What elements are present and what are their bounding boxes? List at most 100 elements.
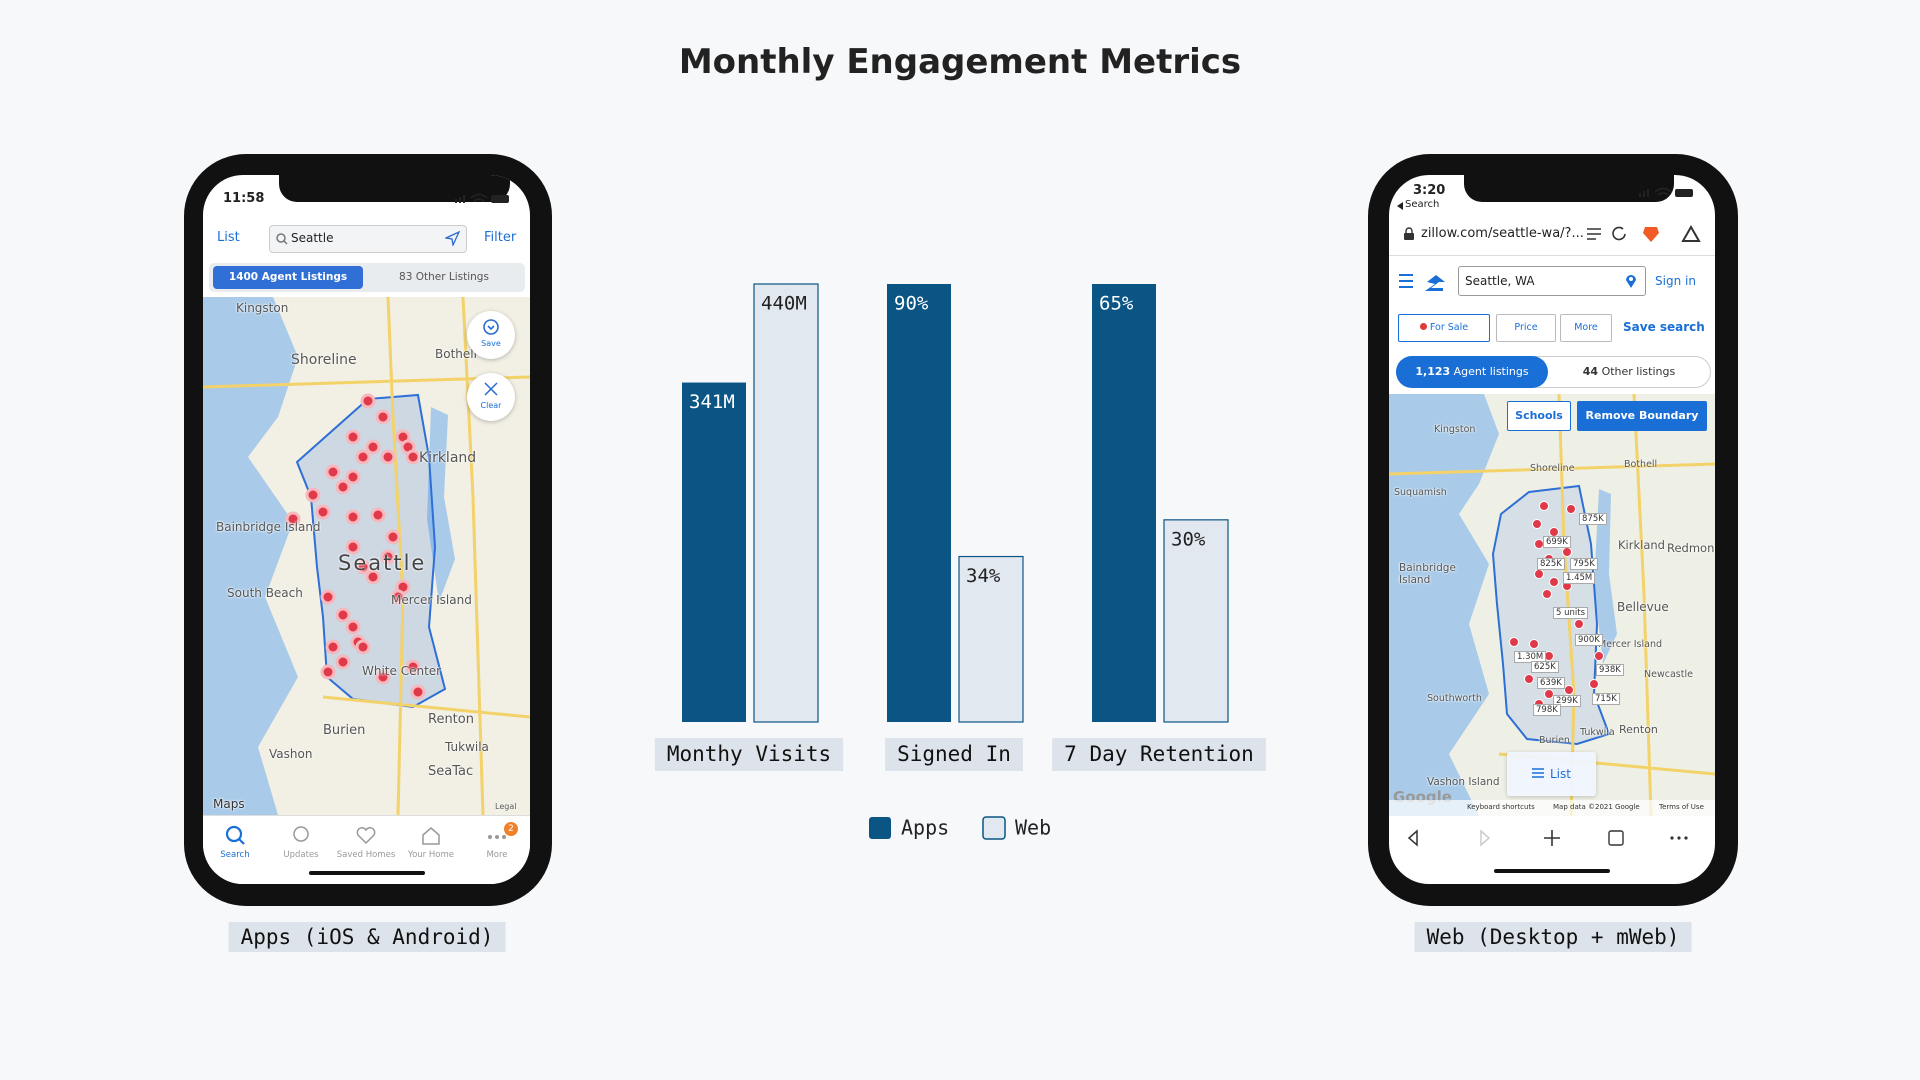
clear-button[interactable]: Clear	[467, 373, 515, 421]
listing-dot	[335, 654, 351, 670]
x-tick-label: Signed In	[897, 742, 1011, 766]
listing-dot	[345, 429, 361, 445]
listing-dot	[285, 511, 301, 527]
schools-button[interactable]: Schools	[1507, 401, 1571, 431]
listing-dot	[405, 659, 421, 675]
bar	[1163, 519, 1229, 723]
listing-dot	[305, 487, 321, 503]
map-label: Bothell	[435, 347, 477, 361]
map-label: Mercer Island	[391, 593, 472, 607]
search-box[interactable]: Seattle	[269, 225, 467, 253]
listing-dot	[1574, 619, 1584, 629]
price-tag[interactable]: 1.45M	[1563, 572, 1596, 584]
price-tag[interactable]: 699K	[1543, 536, 1571, 548]
tab-label[interactable]: Your Home	[408, 850, 454, 860]
tab-active[interactable]: 1,123 Agent listings	[1396, 356, 1548, 388]
tab-active[interactable]: 1400 Agent Listings	[213, 266, 363, 289]
status-icons	[455, 193, 509, 203]
listing-dot	[1532, 519, 1542, 529]
map-label: Tukwila	[1580, 727, 1615, 738]
listing-dot	[1564, 685, 1574, 695]
search-icon	[276, 233, 288, 245]
listing-dot	[1544, 689, 1554, 699]
price-tag[interactable]: 875K	[1579, 513, 1607, 525]
listing-dot	[1539, 501, 1549, 511]
map-label: Kirkland	[419, 450, 477, 466]
filter-for-sale[interactable]: For Sale	[1398, 314, 1490, 342]
price-tag[interactable]: 625K	[1531, 661, 1559, 673]
price-tag[interactable]: 900K	[1575, 634, 1603, 646]
bar	[1092, 284, 1156, 722]
listing-dot	[345, 619, 361, 635]
save-label: Save	[481, 339, 501, 348]
filter-more[interactable]: More	[1560, 314, 1612, 342]
listing-dot	[380, 449, 396, 465]
tab[interactable]: 83 Other Listings	[399, 271, 489, 283]
sign-in[interactable]: Sign in	[1655, 274, 1696, 288]
url[interactable]: zillow.com/seattle-wa/?...	[1421, 226, 1584, 241]
filter-price[interactable]: Price	[1496, 314, 1556, 342]
listing-dot	[410, 684, 426, 700]
listing-dot	[375, 409, 391, 425]
tab-label[interactable]: Saved Homes	[336, 850, 396, 860]
legend-swatch	[869, 817, 891, 839]
phone-frame: 3:20 Search zillow.com/seattle-wa/?... S…	[1368, 154, 1738, 906]
footer-link[interactable]: Keyboard shortcuts	[1467, 803, 1535, 811]
map-graphic	[203, 297, 530, 815]
listing-dot	[1542, 589, 1552, 599]
status-dot	[1419, 323, 1427, 330]
list-button[interactable]: List	[1507, 752, 1596, 796]
back-link[interactable]: Search	[1405, 199, 1440, 210]
map-label: Bainbridge Island	[1399, 562, 1456, 586]
save-button[interactable]: Save	[467, 311, 515, 359]
bar	[682, 382, 746, 722]
legend-label: Apps	[901, 816, 949, 840]
tab-label[interactable]: Search	[220, 850, 250, 860]
price-tag[interactable]: 938K	[1596, 664, 1624, 676]
map-label: Shoreline	[291, 352, 357, 368]
status-time: 3:20	[1413, 183, 1446, 198]
browser-icons	[1587, 225, 1701, 242]
save-search[interactable]: Save search	[1623, 320, 1705, 334]
pin-icon	[1626, 275, 1636, 288]
zillow-logo	[1399, 274, 1445, 291]
value-label: 341M	[689, 391, 735, 413]
listing-dot	[355, 639, 371, 655]
listing-dot	[1566, 504, 1576, 514]
legend-swatch	[982, 816, 1006, 840]
browser-toolbar	[1407, 829, 1688, 847]
map[interactable]: Kingston Shoreline Bothell Kirkland Bain…	[203, 297, 530, 815]
price-tag[interactable]: 825K	[1537, 558, 1565, 570]
status-icons	[1639, 187, 1693, 197]
listing-dot	[1534, 569, 1544, 579]
filter-label: For Sale	[1429, 322, 1469, 333]
tab-label[interactable]: More	[486, 850, 508, 860]
filter-button[interactable]: Filter	[484, 230, 517, 245]
tab[interactable]: 44 Other listings	[1549, 356, 1709, 388]
listing-dot	[325, 464, 341, 480]
map-label: South Beach	[227, 586, 303, 600]
map[interactable]: Kingston Shoreline Bothell Suquamish Kir…	[1389, 394, 1715, 816]
legal-link[interactable]: Legal	[495, 802, 517, 811]
listing-dot	[365, 569, 381, 585]
price-tag[interactable]: 715K	[1592, 693, 1620, 705]
search-box[interactable]: Seattle, WA	[1458, 266, 1646, 296]
price-tag[interactable]: 1.30M	[1514, 651, 1547, 663]
divider	[1389, 255, 1715, 256]
map-label: Kirkland	[1618, 538, 1665, 552]
price-tag[interactable]: 795K	[1570, 558, 1598, 570]
list-button[interactable]: List	[217, 230, 240, 245]
tab-label[interactable]: Updates	[283, 850, 319, 860]
map-label: Southworth	[1427, 693, 1482, 704]
remove-boundary-button[interactable]: Remove Boundary	[1577, 401, 1707, 431]
clear-label: Clear	[480, 401, 502, 410]
price-tag[interactable]: 639K	[1537, 677, 1565, 689]
price-tag[interactable]: 798K	[1533, 704, 1561, 716]
map-label: Bainbridge Island	[216, 520, 321, 534]
footer-link[interactable]: Terms of Use	[1659, 803, 1704, 811]
map-label: SeaTac	[428, 764, 474, 779]
price-tag[interactable]: 5 units	[1553, 607, 1589, 619]
map-label: Newcastle	[1644, 669, 1693, 680]
listing-dot	[325, 639, 341, 655]
